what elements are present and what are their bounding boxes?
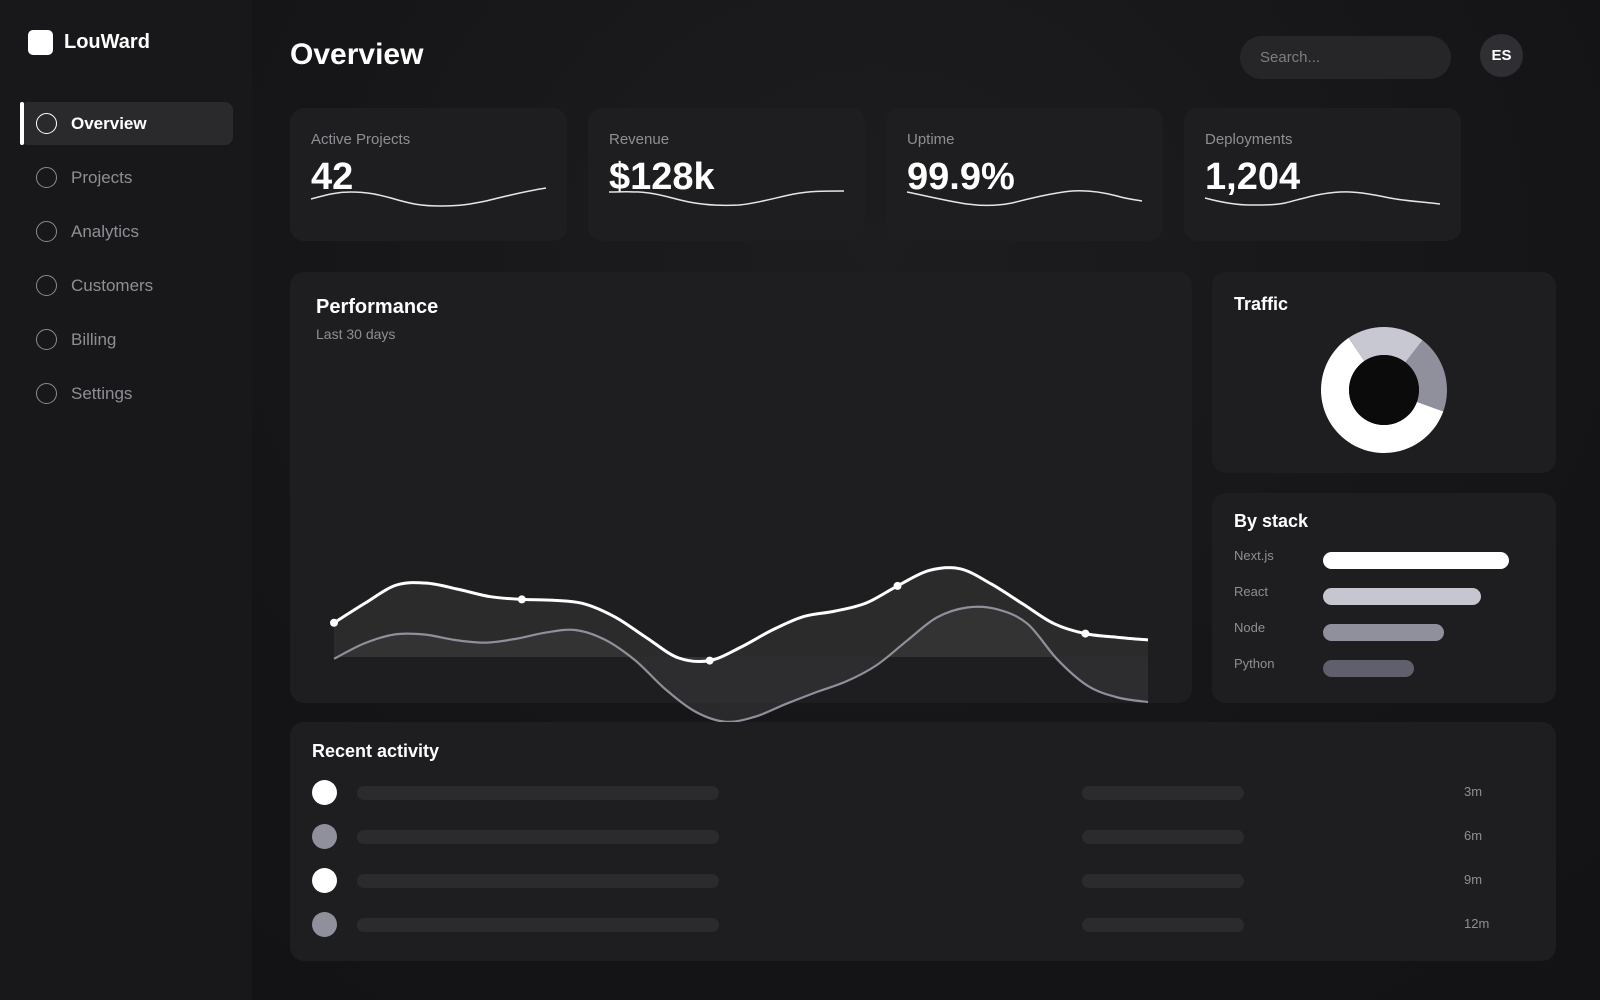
circle-icon [36,275,57,296]
stack-label: Python [1234,656,1275,671]
stack-bar [1323,660,1414,677]
sidebar-item-analytics[interactable]: Analytics [20,210,233,253]
donut-hole [1349,355,1419,425]
stack-row: Node [1234,620,1534,641]
stat-card-active-projects: Active Projects 42 [290,108,567,241]
activity-row[interactable]: 12m [312,912,1537,938]
stat-label: Revenue [609,131,670,148]
brand-name: LouWard [64,31,150,53]
activity-time: 3m [1464,784,1483,799]
activity-row[interactable]: 3m [312,780,1537,806]
stat-value: 99.9% [907,156,1015,198]
circle-icon [36,329,57,350]
activity-row[interactable]: 9m [312,868,1537,894]
sparkline-line [608,190,845,207]
stat-card-revenue: Revenue $128k [588,108,865,241]
brand[interactable]: LouWard [28,30,150,55]
stack-bar [1323,552,1509,569]
sidebar-item-label: Analytics [71,221,140,241]
sidebar-item-label: Overview [71,113,147,133]
stack-row: Next.js [1234,548,1534,569]
activity-time: 12m [1464,916,1490,931]
circle-icon [36,167,57,188]
activity-time: 6m [1464,828,1483,843]
sidebar-item-billing[interactable]: Billing [20,318,233,361]
activity-dot [312,868,337,893]
stack-label: Next.js [1234,548,1274,563]
performance-card: Performance Last 30 days [290,272,1192,703]
circle-icon [36,221,57,242]
activity-card: Recent activity 3m 6m 9m 12m [290,722,1556,961]
sparkline [608,190,845,207]
stat-label: Active Projects [311,131,411,148]
traffic-card: Traffic [1212,272,1556,473]
stack-label: Node [1234,620,1266,635]
stack-row: Python [1234,656,1534,677]
activity-dot [312,912,337,937]
sidebar-item-label: Customers [71,275,154,295]
activity-dot [312,824,337,849]
traffic-donut-chart [1321,327,1447,453]
sidebar: LouWard Overview Projects Analytics Cust… [0,0,252,1000]
activity-placeholder-line [357,918,719,932]
traffic-slice [1405,340,1447,412]
sparkline [1204,191,1441,206]
page-title: Overview [290,38,424,71]
traffic-title: Traffic [1234,294,1289,314]
sparkline-line [906,190,1143,207]
activity-row[interactable]: 6m [312,824,1537,850]
sparkline-line [1204,191,1441,206]
stat-label: Deployments [1205,131,1293,148]
activity-time: 9m [1464,872,1483,887]
activity-placeholder-line [357,830,719,844]
circle-icon [36,113,57,134]
performance-title: Performance [316,296,439,318]
stat-value: 42 [311,156,354,198]
activity-placeholder-line [1082,830,1244,844]
circle-icon [36,383,57,404]
activity-placeholder-line [357,874,719,888]
avatar[interactable]: ES [1480,34,1523,77]
traffic-slice [1348,327,1423,363]
stack-row: React [1234,584,1534,605]
stack-bar [1323,588,1481,605]
stack-label: React [1234,584,1268,599]
stack-title: By stack [1234,511,1309,531]
activity-placeholder-line [1082,874,1244,888]
activity-placeholder-line [1082,786,1244,800]
sidebar-item-projects[interactable]: Projects [20,156,233,199]
stat-value: $128k [609,156,715,198]
brand-logo-icon [28,30,53,55]
sparkline [310,187,547,207]
sidebar-item-label: Billing [71,329,117,349]
activity-title: Recent activity [312,741,440,761]
activity-placeholder-line [357,786,719,800]
sidebar-item-overview[interactable]: Overview [20,102,233,145]
stack-bar [1323,624,1444,641]
sidebar-item-label: Projects [71,167,133,187]
activity-dot [312,780,337,805]
sidebar-item-settings[interactable]: Settings [20,372,233,415]
performance-subtitle: Last 30 days [316,326,396,342]
stat-label: Uptime [907,131,955,148]
search-input[interactable] [1240,36,1451,79]
stat-card-deployments: Deployments 1,204 [1184,108,1461,241]
activity-placeholder-line [1082,918,1244,932]
stat-card-uptime: Uptime 99.9% [886,108,1163,241]
sidebar-nav: Overview Projects Analytics Customers Bi… [20,102,233,426]
sidebar-item-label: Settings [71,383,133,403]
sparkline-line [310,187,547,207]
sidebar-item-customers[interactable]: Customers [20,264,233,307]
sparkline [906,190,1143,207]
stack-card: By stack Next.js React Node Python [1212,493,1556,703]
stat-value: 1,204 [1205,156,1301,198]
traffic-slice [1321,337,1444,453]
